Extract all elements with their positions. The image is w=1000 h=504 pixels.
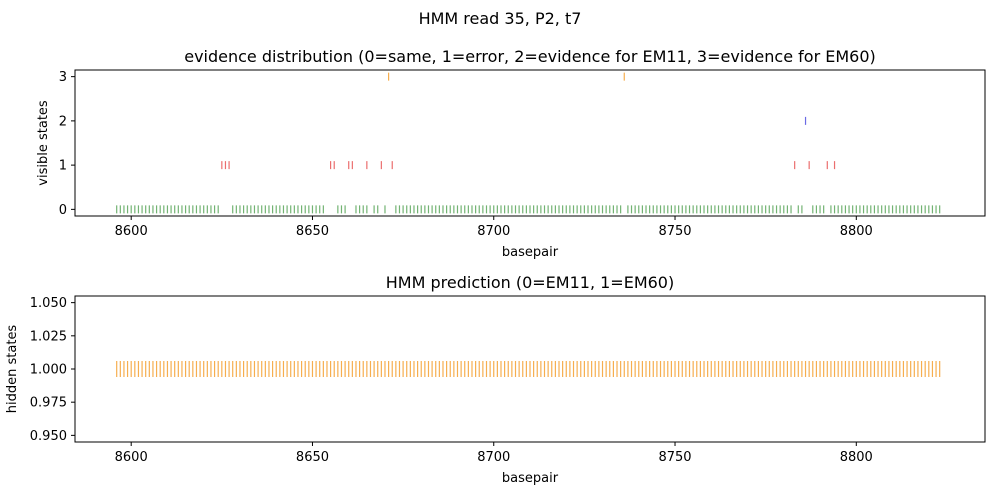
- evidence-chart-marks: [116, 72, 941, 214]
- y-tick-label: 1: [59, 159, 67, 174]
- prediction-chart-title: HMM prediction (0=EM11, 1=EM60): [386, 273, 674, 292]
- y-tick-label: 0: [59, 203, 67, 218]
- x-tick-label: 8600: [115, 450, 148, 465]
- y-tick-label: 0.950: [30, 429, 67, 444]
- evidence-chart-title: evidence distribution (0=same, 1=error, …: [184, 47, 876, 66]
- x-tick-label: 8750: [658, 224, 691, 239]
- evidence-chart-y-axis: 0 1 2 3: [59, 70, 75, 218]
- evidence-chart-frame: [74, 69, 986, 217]
- evidence-chart-ylabel: visible states: [36, 100, 51, 186]
- y-tick-label: 1.025: [30, 329, 67, 344]
- prediction-chart-marks: [116, 361, 941, 377]
- y-tick-label: 3: [59, 70, 67, 85]
- x-tick-label: 8800: [840, 224, 873, 239]
- prediction-chart-xlabel: basepair: [502, 471, 559, 486]
- x-tick-label: 8750: [658, 450, 691, 465]
- y-tick-label: 1.050: [30, 296, 67, 311]
- x-tick-label: 8650: [296, 224, 329, 239]
- y-tick-label: 0.975: [30, 396, 67, 411]
- prediction-chart-ylabel: hidden states: [5, 325, 20, 414]
- y-tick-label: 1.000: [30, 363, 67, 378]
- figure-suptitle: HMM read 35, P2, t7: [419, 9, 582, 28]
- x-tick-label: 8650: [296, 450, 329, 465]
- x-tick-label: 8700: [477, 224, 510, 239]
- prediction-chart: HMM prediction (0=EM11, 1=EM60) 8600 8650…: [5, 273, 986, 486]
- evidence-chart-xlabel: basepair: [502, 245, 559, 260]
- y-tick-label: 2: [59, 114, 67, 129]
- x-tick-label: 8800: [840, 450, 873, 465]
- evidence-chart: evidence distribution (0=same, 1=error, …: [36, 47, 986, 260]
- x-tick-label: 8600: [115, 224, 148, 239]
- x-tick-label: 8700: [477, 450, 510, 465]
- evidence-chart-x-axis: 8600 8650 8700 8750 8800: [115, 216, 873, 239]
- prediction-chart-y-axis: 0.950 0.975 1.000 1.025 1.050: [30, 296, 75, 444]
- prediction-chart-x-axis: 8600 8650 8700 8750 8800: [115, 442, 873, 465]
